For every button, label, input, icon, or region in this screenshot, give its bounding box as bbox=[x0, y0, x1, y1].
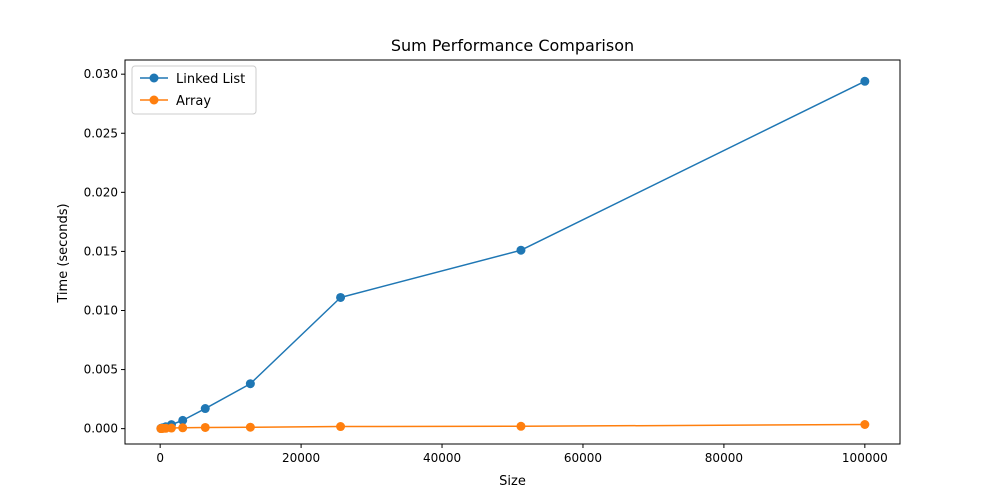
y-tick-label: 0.025 bbox=[84, 126, 118, 140]
x-tick-label: 40000 bbox=[423, 451, 461, 465]
y-tick-label: 0.030 bbox=[84, 67, 118, 81]
y-tick-label: 0.015 bbox=[84, 244, 118, 258]
legend: Linked List Array bbox=[131, 65, 257, 115]
series-2-point bbox=[245, 422, 255, 432]
series-1-point bbox=[516, 245, 526, 255]
legend-label-1: Linked List bbox=[176, 72, 245, 87]
legend-marker-1 bbox=[149, 73, 159, 83]
series-1-point bbox=[860, 76, 870, 86]
series-2-point bbox=[178, 423, 188, 433]
x-tick-label: 0 bbox=[156, 451, 164, 465]
y-tick-label: 0.005 bbox=[84, 363, 118, 377]
x-tick-label: 100000 bbox=[842, 451, 888, 465]
series-1-point bbox=[178, 415, 188, 425]
y-axis-label: Time (seconds) bbox=[56, 203, 71, 303]
plot-area: 0 20000 40000 60000 80000 100000 0.000 0.005 0.0… bbox=[84, 59, 901, 465]
legend-marker-2 bbox=[149, 95, 159, 105]
y-tick-label: 0.020 bbox=[84, 185, 118, 199]
x-axis-label: Size bbox=[499, 474, 526, 489]
series-2-point bbox=[336, 422, 346, 432]
series-line-1 bbox=[160, 80, 866, 430]
x-tick-label: 60000 bbox=[564, 451, 602, 465]
plot-frame bbox=[124, 59, 901, 445]
series-1-point bbox=[245, 379, 255, 389]
legend-label-2: Array bbox=[176, 94, 211, 109]
series-2-point bbox=[166, 423, 176, 433]
x-tick-label: 80000 bbox=[705, 451, 743, 465]
series-2-point bbox=[516, 421, 526, 431]
series-1-point bbox=[336, 292, 346, 302]
series-2-point bbox=[200, 422, 210, 432]
series-1-point bbox=[200, 404, 210, 414]
y-tick-label: 0.000 bbox=[84, 422, 118, 436]
series-line-2 bbox=[160, 423, 865, 430]
chart-title: Sum Performance Comparison bbox=[391, 36, 634, 55]
series-2-point bbox=[860, 420, 870, 429]
x-tick-label: 20000 bbox=[282, 451, 320, 465]
y-tick-label: 0.010 bbox=[84, 303, 118, 317]
